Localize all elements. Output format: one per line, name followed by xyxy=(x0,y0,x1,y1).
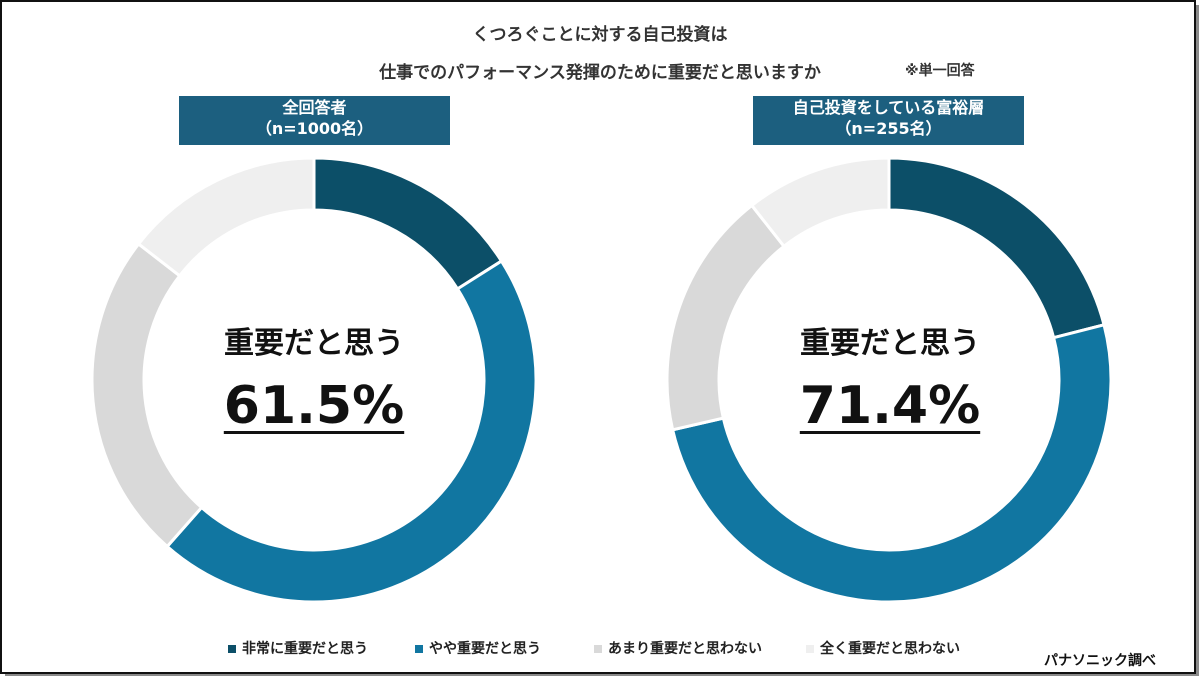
right-slice-not-at-all-important xyxy=(749,156,891,249)
right-center-value: 71.4% xyxy=(799,376,981,436)
left-center-label: 重要だと思う xyxy=(224,326,404,361)
right-group-label-line2: （n=255名） xyxy=(835,119,942,138)
legend-swatch xyxy=(594,645,602,653)
right-slice-very-important xyxy=(887,156,1106,340)
legend-item: 全く重要だと思わない xyxy=(806,638,960,658)
legend-label: 非常に重要だと思う xyxy=(242,641,368,657)
left-group-label-line2: （n=1000名） xyxy=(255,119,374,138)
right-slice-somewhat-important xyxy=(670,322,1113,604)
left-slice-very-important xyxy=(312,156,504,291)
left-center-text: 重要だと思う 61.5% xyxy=(214,318,414,436)
legend-label: 全く重要だと思わない xyxy=(820,641,960,657)
left-slice-somewhat-important xyxy=(165,258,538,604)
right-slice-not-very-important xyxy=(665,203,787,432)
source-credit: パナソニック調べ xyxy=(1044,653,1156,669)
legend-item: あまり重要だと思わない xyxy=(594,638,762,658)
legend-swatch xyxy=(228,645,236,653)
legend-item: やや重要だと思う xyxy=(415,638,541,658)
left-group-label-line1: 全回答者 xyxy=(282,98,347,117)
answer-type-note: ※単一回答 xyxy=(905,63,975,79)
right-group-label-line1: 自己投資をしている富裕層 xyxy=(792,98,985,117)
left-center-value: 61.5% xyxy=(223,376,405,436)
left-group-label: 全回答者 （n=1000名） xyxy=(179,96,450,145)
legend-item: 非常に重要だと思う xyxy=(228,638,368,658)
right-center-label: 重要だと思う xyxy=(800,326,980,361)
left-slice-not-very-important xyxy=(90,241,204,549)
chart-title-line1: くつろぐことに対する自己投資は xyxy=(472,25,728,45)
legend-swatch xyxy=(415,645,423,653)
legend-label: あまり重要だと思わない xyxy=(608,641,762,657)
chart-title-line2: 仕事でのパフォーマンス発揮のために重要だと思いますか xyxy=(379,63,821,83)
left-slice-not-at-all-important xyxy=(136,156,316,278)
legend-swatch xyxy=(806,645,814,653)
legend-label: やや重要だと思う xyxy=(429,641,541,657)
right-center-text: 重要だと思う 71.4% xyxy=(790,318,990,436)
right-group-label: 自己投資をしている富裕層 （n=255名） xyxy=(753,96,1024,145)
